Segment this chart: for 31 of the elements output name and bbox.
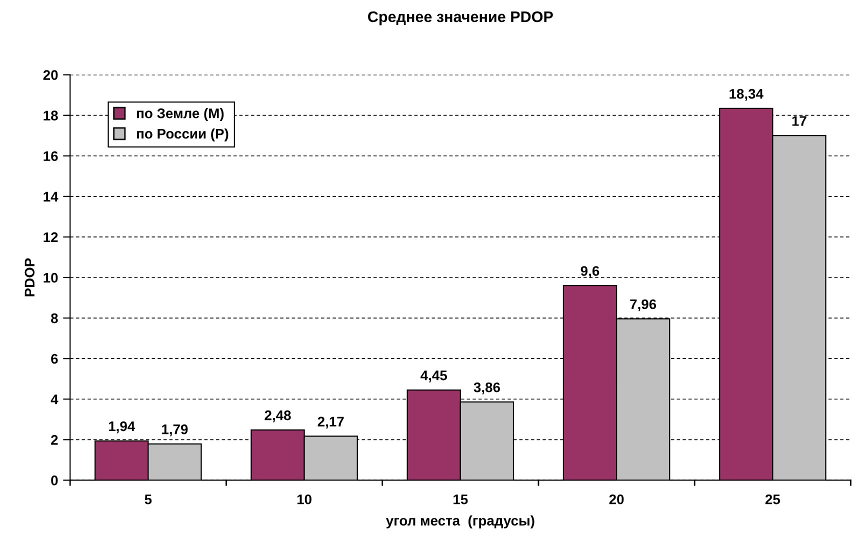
y-tick-label: 6 bbox=[51, 354, 58, 364]
y-tick-label: 10 bbox=[44, 272, 58, 283]
chart-title: Среднее значение PDOP bbox=[368, 11, 553, 26]
x-tick-label: 15 bbox=[454, 494, 468, 504]
y-axis-title: PDOP bbox=[24, 258, 35, 296]
y-tick-label: 16 bbox=[44, 151, 58, 162]
x-axis-title: угол места (градусы) bbox=[386, 515, 534, 528]
data-label: 1,79 bbox=[162, 424, 188, 436]
y-tick-label: 18 bbox=[44, 110, 58, 121]
data-label: 1,94 bbox=[108, 421, 136, 434]
x-tick-label: 10 bbox=[297, 494, 312, 504]
y-tick-label: 4 bbox=[50, 394, 58, 404]
data-label: 4,45 bbox=[420, 370, 448, 382]
y-tick-label: 8 bbox=[51, 313, 58, 324]
legend-label: по Земле (М) bbox=[137, 108, 224, 122]
x-tick-label: 5 bbox=[144, 494, 152, 504]
y-tick-label: 12 bbox=[44, 232, 58, 242]
data-label: 18,34 bbox=[730, 88, 764, 101]
data-label: 3,86 bbox=[474, 382, 500, 394]
y-tick-label: 2 bbox=[51, 435, 58, 445]
data-label: 2,17 bbox=[318, 416, 344, 429]
data-label: 2,48 bbox=[264, 410, 291, 422]
data-label: 17 bbox=[792, 116, 806, 126]
y-tick-label: 0 bbox=[51, 476, 58, 486]
x-tick-label: 20 bbox=[609, 494, 624, 504]
data-label: 9,6 bbox=[580, 266, 600, 278]
y-tick-label: 14 bbox=[44, 192, 58, 202]
x-tick-label: 25 bbox=[765, 494, 780, 504]
data-label: 7,96 bbox=[630, 299, 656, 312]
legend-label: по России (Р) bbox=[137, 128, 228, 142]
y-tick-label: 20 bbox=[43, 70, 58, 80]
